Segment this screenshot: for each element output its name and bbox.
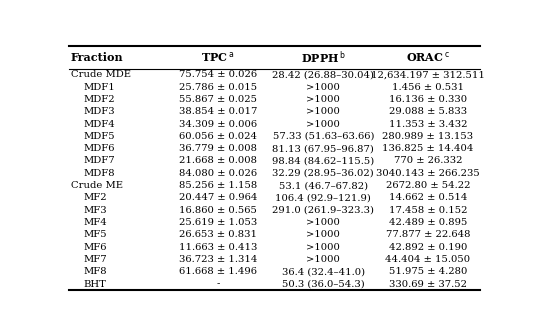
Text: 17.458 ± 0.152: 17.458 ± 0.152 [389,206,467,215]
Text: 2672.80 ± 54.22: 2672.80 ± 54.22 [386,181,470,190]
Text: >1000: >1000 [307,107,340,116]
Text: Fraction: Fraction [71,52,123,63]
Text: MDF1: MDF1 [83,83,115,91]
Text: 16.860 ± 0.565: 16.860 ± 0.565 [179,206,257,215]
Text: 11.663 ± 0.413: 11.663 ± 0.413 [178,243,257,252]
Text: 36.779 ± 0.008: 36.779 ± 0.008 [179,144,257,153]
Text: -: - [216,280,219,289]
Text: 3040.143 ± 266.235: 3040.143 ± 266.235 [376,169,480,178]
Text: 36.723 ± 1.314: 36.723 ± 1.314 [178,255,257,264]
Text: MF5: MF5 [83,230,107,240]
Text: 36.4 (32.4–41.0): 36.4 (32.4–41.0) [282,267,365,276]
Text: MDF5: MDF5 [83,132,115,141]
Text: 26.653 ± 0.831: 26.653 ± 0.831 [179,230,257,240]
Text: 77.877 ± 22.648: 77.877 ± 22.648 [386,230,470,240]
Text: 57.33 (51.63–63.66): 57.33 (51.63–63.66) [272,132,374,141]
Text: 34.309 ± 0.006: 34.309 ± 0.006 [179,119,257,129]
Text: 136.825 ± 14.404: 136.825 ± 14.404 [382,144,474,153]
Text: 291.0 (261.9–323.3): 291.0 (261.9–323.3) [272,206,374,215]
Text: >1000: >1000 [307,218,340,227]
Text: 32.29 (28.95–36.02): 32.29 (28.95–36.02) [272,169,374,178]
Text: >1000: >1000 [307,83,340,91]
Text: MDF8: MDF8 [83,169,115,178]
Text: 20.447 ± 0.964: 20.447 ± 0.964 [178,193,257,202]
Text: 1.456 ± 0.531: 1.456 ± 0.531 [392,83,464,91]
Text: 21.668 ± 0.008: 21.668 ± 0.008 [179,157,257,165]
Text: 14.662 ± 0.514: 14.662 ± 0.514 [389,193,467,202]
Text: 29.088 ± 5.833: 29.088 ± 5.833 [389,107,467,116]
Text: 280.989 ± 13.153: 280.989 ± 13.153 [382,132,474,141]
Text: MDF3: MDF3 [83,107,115,116]
Text: 42.892 ± 0.190: 42.892 ± 0.190 [389,243,467,252]
Text: 770 ± 26.332: 770 ± 26.332 [394,157,462,165]
Text: BHT: BHT [83,280,106,289]
Text: 81.13 (67.95–96.87): 81.13 (67.95–96.87) [272,144,374,153]
Text: 42.489 ± 0.895: 42.489 ± 0.895 [389,218,467,227]
Text: >1000: >1000 [307,230,340,240]
Text: Crude ME: Crude ME [71,181,123,190]
Text: 61.668 ± 1.496: 61.668 ± 1.496 [179,267,257,276]
Text: TPC$\,^{\mathrm{a}}$: TPC$\,^{\mathrm{a}}$ [201,50,234,64]
Text: 60.056 ± 0.024: 60.056 ± 0.024 [179,132,257,141]
Text: 53.1 (46.7–67.82): 53.1 (46.7–67.82) [279,181,368,190]
Text: MF6: MF6 [83,243,107,252]
Text: MF8: MF8 [83,267,107,276]
Text: 98.84 (84.62–115.5): 98.84 (84.62–115.5) [272,157,374,165]
Text: MF2: MF2 [83,193,107,202]
Text: >1000: >1000 [307,119,340,129]
Text: 106.4 (92.9–121.9): 106.4 (92.9–121.9) [276,193,371,202]
Text: MDF2: MDF2 [83,95,115,104]
Text: 28.42 (26.88–30.04): 28.42 (26.88–30.04) [272,70,374,79]
Text: MF3: MF3 [83,206,107,215]
Text: MF4: MF4 [83,218,107,227]
Text: >1000: >1000 [307,255,340,264]
Text: 38.854 ± 0.017: 38.854 ± 0.017 [178,107,257,116]
Text: DPPH$\,^{\mathrm{b}}$: DPPH$\,^{\mathrm{b}}$ [301,49,346,65]
Text: 11.353 ± 3.432: 11.353 ± 3.432 [389,119,467,129]
Text: 75.754 ± 0.026: 75.754 ± 0.026 [179,70,257,79]
Text: MDF7: MDF7 [83,157,115,165]
Text: 84.080 ± 0.026: 84.080 ± 0.026 [179,169,257,178]
Text: 12,634.197 ± 312.511: 12,634.197 ± 312.511 [371,70,485,79]
Text: >1000: >1000 [307,243,340,252]
Text: MF7: MF7 [83,255,107,264]
Text: Crude MDE: Crude MDE [71,70,131,79]
Text: 50.3 (36.0–54.3): 50.3 (36.0–54.3) [282,280,365,289]
Text: 55.867 ± 0.025: 55.867 ± 0.025 [179,95,257,104]
Text: 25.619 ± 1.053: 25.619 ± 1.053 [179,218,257,227]
Text: MDF4: MDF4 [83,119,115,129]
Text: 51.975 ± 4.280: 51.975 ± 4.280 [389,267,467,276]
Text: ORAC$\,^{\mathrm{c}}$: ORAC$\,^{\mathrm{c}}$ [406,50,450,64]
Text: 25.786 ± 0.015: 25.786 ± 0.015 [179,83,257,91]
Text: 44.404 ± 15.050: 44.404 ± 15.050 [385,255,470,264]
Text: 16.136 ± 0.330: 16.136 ± 0.330 [389,95,467,104]
Text: 85.256 ± 1.158: 85.256 ± 1.158 [179,181,257,190]
Text: 330.69 ± 37.52: 330.69 ± 37.52 [389,280,467,289]
Text: >1000: >1000 [307,95,340,104]
Text: MDF6: MDF6 [83,144,115,153]
